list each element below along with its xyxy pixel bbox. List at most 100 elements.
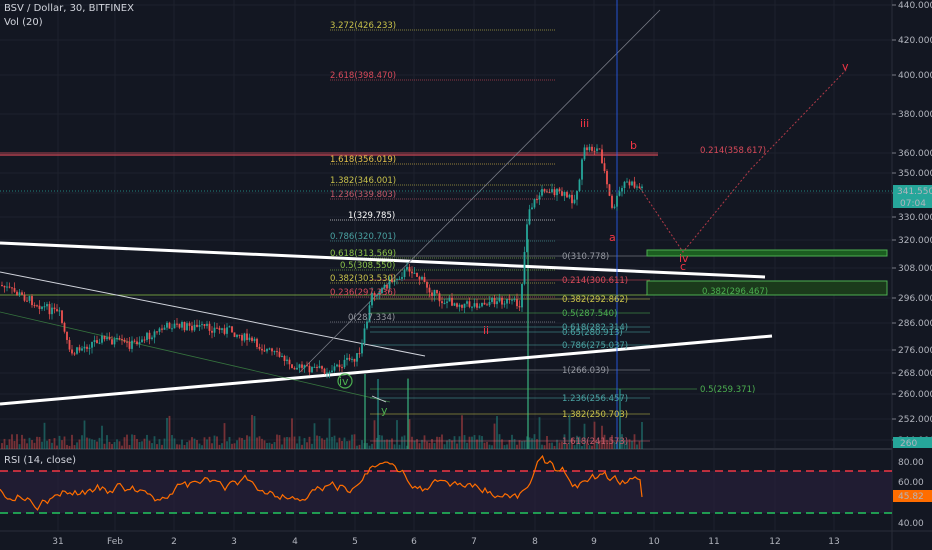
volume-bar xyxy=(253,416,256,449)
price-tick: 320.000 xyxy=(898,236,932,246)
volume-bar xyxy=(591,445,593,449)
candle-body xyxy=(463,303,466,308)
candle-body xyxy=(536,199,538,201)
candle-body xyxy=(216,327,218,329)
wave-label-iii: iii xyxy=(580,117,589,130)
wave-label-iv: iv xyxy=(679,252,689,265)
volume-bar xyxy=(581,445,583,449)
volume-bar xyxy=(418,443,421,449)
fib-label: 2.618(398.470) xyxy=(330,71,396,81)
volume-bar xyxy=(378,435,381,449)
candle-body xyxy=(591,146,593,151)
volume-bar xyxy=(321,438,323,449)
candle-body xyxy=(101,335,103,343)
volume-bar xyxy=(448,439,451,449)
candle-body xyxy=(116,338,118,340)
candle-body xyxy=(621,188,623,192)
candle-body xyxy=(386,284,388,289)
candle-body xyxy=(213,327,216,333)
volume-bar xyxy=(326,437,328,449)
candle-body xyxy=(611,195,613,208)
volume-bar xyxy=(138,441,141,449)
rsi-axis[interactable]: 80.00 60.00 40.00 xyxy=(898,458,924,529)
volume-bar xyxy=(128,444,131,449)
price-tick: 276.000 xyxy=(898,346,932,356)
volume-bar xyxy=(521,441,523,449)
volume-bar xyxy=(196,440,198,449)
volume-bar xyxy=(98,437,101,449)
time-axis[interactable]: 31 Feb 2 3 4 5 6 7 8 9 10 11 12 13 xyxy=(52,537,839,547)
candle-body xyxy=(228,326,231,328)
candle-body xyxy=(248,337,251,340)
target-zone-lower[interactable] xyxy=(646,280,888,296)
volume-bar xyxy=(158,439,161,449)
volume-bar xyxy=(586,442,588,449)
volume-bar xyxy=(371,443,373,449)
candle-body xyxy=(258,347,261,349)
current-price-badge xyxy=(893,185,932,197)
candle-body xyxy=(638,186,641,189)
candle-body xyxy=(418,276,421,280)
candle-body xyxy=(61,310,63,323)
volume-bar xyxy=(81,435,83,449)
wave-label-ii: ii xyxy=(483,324,489,337)
price-tick: 350.000 xyxy=(898,169,932,179)
volume-bar xyxy=(403,435,406,449)
volume-bar xyxy=(478,435,481,449)
candle-body xyxy=(533,199,536,208)
target-zone-upper[interactable] xyxy=(646,249,888,257)
lower-trendline[interactable] xyxy=(0,334,773,406)
symbol-title[interactable]: BSV / Dollar, 30, BITFINEX xyxy=(4,3,134,14)
volume-bar xyxy=(588,445,591,449)
volume-bar xyxy=(61,440,63,449)
candle-body xyxy=(498,297,501,302)
volume-bar xyxy=(71,434,73,449)
volume-bar xyxy=(356,445,358,449)
volume-bar xyxy=(246,435,248,449)
candle-body xyxy=(636,186,638,188)
candle-body xyxy=(321,366,323,369)
volume-bar xyxy=(258,436,261,449)
candle-body xyxy=(483,302,486,305)
volume-bar xyxy=(633,434,636,449)
candle-body xyxy=(143,339,146,341)
volume-bar xyxy=(318,436,321,449)
candle-body xyxy=(473,303,476,307)
volume-bar xyxy=(456,443,458,449)
candle-body xyxy=(236,334,238,337)
volume-bar xyxy=(366,443,368,449)
volume-bar xyxy=(323,439,326,449)
candle-body xyxy=(18,292,21,296)
volume-bar xyxy=(381,435,383,449)
volume-bar xyxy=(171,435,173,449)
candle-body xyxy=(471,306,473,308)
volume-bar xyxy=(106,435,108,449)
volume-bar xyxy=(231,443,233,449)
volume-bar xyxy=(28,437,31,449)
candle-body xyxy=(331,370,333,373)
volume-bar xyxy=(186,442,188,449)
rsi-indicator-label[interactable]: RSI (14, close) xyxy=(4,455,77,466)
volume-bar xyxy=(578,436,581,449)
candle-body xyxy=(66,331,68,340)
volume-bar xyxy=(393,444,396,449)
volume-bar xyxy=(603,434,606,449)
candle-body xyxy=(156,331,158,333)
candle-body xyxy=(503,303,506,305)
fib-label: 0.236(297.336) xyxy=(330,288,396,298)
candle-body xyxy=(403,269,406,278)
fib-label: 3.272(426.233) xyxy=(330,21,396,31)
candle-body xyxy=(226,327,228,334)
candle-body xyxy=(421,276,423,280)
volume-indicator-label[interactable]: Vol (20) xyxy=(4,17,43,28)
volume-bar xyxy=(411,436,413,449)
volume-bar xyxy=(43,422,46,449)
candle-body xyxy=(618,191,621,196)
rsi-tick: 40.00 xyxy=(898,519,924,529)
candle-body xyxy=(571,194,573,204)
candle-body xyxy=(613,206,616,208)
candle-body xyxy=(218,327,221,330)
upper-trendline[interactable] xyxy=(0,241,766,279)
current-price-value: 341.550 xyxy=(897,187,932,197)
